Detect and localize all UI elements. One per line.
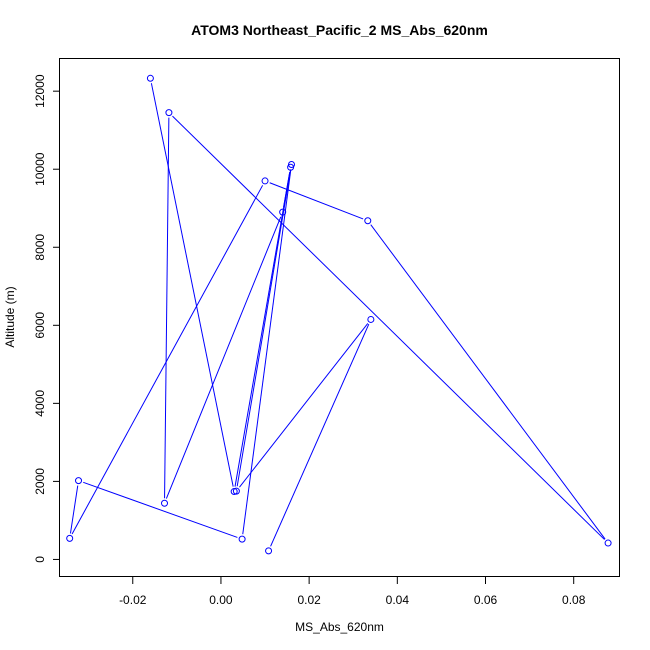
series-line-segment <box>83 481 238 538</box>
x-axis-label: MS_Abs_620nm <box>295 620 384 634</box>
y-tick-label: 0 <box>33 556 47 563</box>
x-tick-label: 0.08 <box>562 593 586 607</box>
data-point <box>364 217 372 225</box>
x-tick-label: 0.02 <box>297 593 321 607</box>
series-line-segment <box>270 323 370 547</box>
data-point <box>367 315 375 323</box>
data-point <box>261 177 269 185</box>
data-point <box>238 535 246 543</box>
series-line-segment <box>269 182 364 220</box>
plot-frame <box>59 58 620 577</box>
data-point <box>75 477 83 485</box>
series-line-segment <box>234 172 291 487</box>
data-point <box>287 163 295 171</box>
chart-title: ATOM3 Northeast_Pacific_2 MS_Abs_620nm <box>191 22 488 38</box>
series-line-segment <box>236 169 292 487</box>
y-tick-label: 4000 <box>33 390 47 417</box>
series-layer <box>66 74 612 555</box>
x-axis: -0.02 0.00 0.02 0.04 0.06 0.08 <box>119 577 586 607</box>
x-tick-label: 0.06 <box>474 593 498 607</box>
series-line-segment <box>71 185 264 535</box>
series-line-segment <box>242 169 292 535</box>
series-line-segment <box>239 323 369 488</box>
data-point <box>161 499 169 507</box>
x-tick-label: 0.04 <box>386 593 410 607</box>
series-line-segment <box>370 224 606 540</box>
series-line-segment <box>165 216 282 499</box>
data-point <box>66 534 74 542</box>
y-tick-label: 8000 <box>33 234 47 261</box>
x-tick-label: -0.02 <box>119 593 147 607</box>
y-tick-label: 12000 <box>33 74 47 108</box>
y-axis-label: Altitude (m) <box>3 286 17 347</box>
y-axis: 0 2000 4000 6000 8000 10000 12000 <box>33 74 60 563</box>
data-point <box>146 74 154 82</box>
data-point <box>165 109 173 117</box>
data-point <box>230 488 238 496</box>
series-line-segment <box>69 485 79 534</box>
series-line-segment <box>172 115 605 540</box>
data-point <box>279 208 287 216</box>
y-tick-label: 10000 <box>33 152 47 186</box>
x-tick-label: 0.00 <box>209 593 233 607</box>
data-point <box>604 539 612 547</box>
data-point <box>265 547 273 555</box>
series-line-segment <box>164 117 170 499</box>
y-tick-label: 2000 <box>33 468 47 495</box>
series-line-segment <box>150 83 234 487</box>
y-tick-label: 6000 <box>33 312 47 339</box>
